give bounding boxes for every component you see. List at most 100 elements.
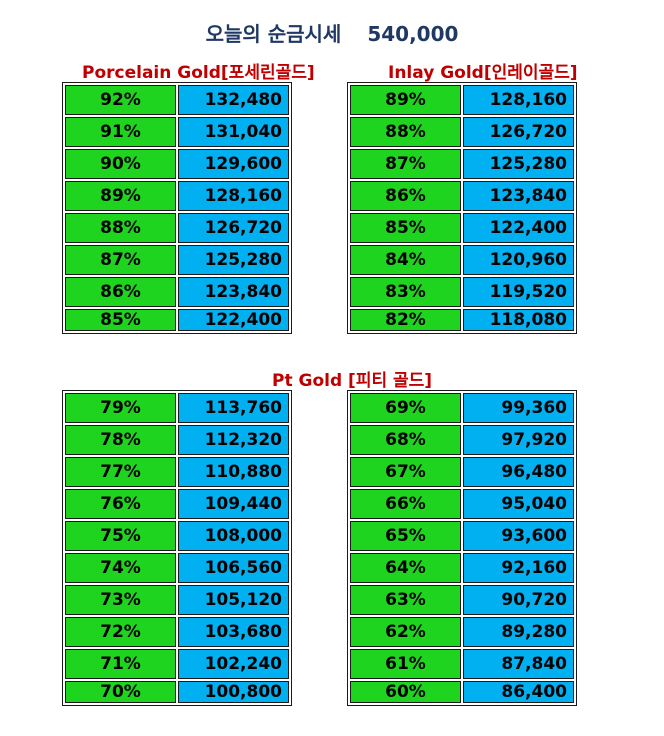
table-row: 84% 120,960 <box>350 245 574 275</box>
table-row: 87% 125,280 <box>65 245 289 275</box>
price-cell: 90,720 <box>463 585 574 615</box>
price-cell: 126,720 <box>178 213 289 243</box>
purity-cell: 89% <box>65 181 176 211</box>
purity-cell: 76% <box>65 489 176 519</box>
purity-cell: 65% <box>350 521 461 551</box>
price-cell: 106,560 <box>178 553 289 583</box>
table-row: 71% 102,240 <box>65 649 289 679</box>
price-cell: 129,600 <box>178 149 289 179</box>
table-row: 86% 123,840 <box>65 277 289 307</box>
price-cell: 86,400 <box>463 681 574 703</box>
gold-price: 540,000 <box>367 22 459 46</box>
purity-cell: 86% <box>65 277 176 307</box>
purity-cell: 75% <box>65 521 176 551</box>
purity-cell: 77% <box>65 457 176 487</box>
price-cell: 110,880 <box>178 457 289 487</box>
price-cell: 125,280 <box>463 149 574 179</box>
price-cell: 105,120 <box>178 585 289 615</box>
price-cell: 128,160 <box>463 85 574 115</box>
purity-cell: 66% <box>350 489 461 519</box>
purity-cell: 85% <box>65 309 176 331</box>
purity-cell: 62% <box>350 617 461 647</box>
price-cell: 118,080 <box>463 309 574 331</box>
page-title: 오늘의 순금시세 540,000 <box>0 18 664 47</box>
table-row: 89% 128,160 <box>65 181 289 211</box>
table-row: 68% 97,920 <box>350 425 574 455</box>
purity-cell: 83% <box>350 277 461 307</box>
purity-cell: 67% <box>350 457 461 487</box>
price-cell: 131,040 <box>178 117 289 147</box>
price-cell: 123,840 <box>463 181 574 211</box>
price-cell: 93,600 <box>463 521 574 551</box>
pt-gold-table-right: 69% 99,360 68% 97,920 67% 96,480 66% 95,040 65% 9… <box>347 390 577 706</box>
purity-cell: 60% <box>350 681 461 703</box>
table-row: 89% 128,160 <box>350 85 574 115</box>
purity-cell: 79% <box>65 393 176 423</box>
table-row: 65% 93,600 <box>350 521 574 551</box>
table-row: 76% 109,440 <box>65 489 289 519</box>
purity-cell: 88% <box>350 117 461 147</box>
purity-cell: 87% <box>65 245 176 275</box>
table-row: 69% 99,360 <box>350 393 574 423</box>
porcelain-gold-table: 92% 132,480 91% 131,040 90% 129,600 89% 128,160… <box>62 82 292 334</box>
table-row: 91% 131,040 <box>65 117 289 147</box>
table-row: 82% 118,080 <box>350 309 574 331</box>
pt-gold-title: Pt Gold [피티 골드] <box>272 371 433 391</box>
purity-cell: 64% <box>350 553 461 583</box>
purity-cell: 71% <box>65 649 176 679</box>
table-row: 60% 86,400 <box>350 681 574 703</box>
table-row: 73% 105,120 <box>65 585 289 615</box>
purity-cell: 84% <box>350 245 461 275</box>
pt-gold-table-left: 79% 113,760 78% 112,320 77% 110,880 76% 109,440… <box>62 390 292 706</box>
table-row: 66% 95,040 <box>350 489 574 519</box>
purity-cell: 86% <box>350 181 461 211</box>
price-cell: 125,280 <box>178 245 289 275</box>
inlay-gold-table: 89% 128,160 88% 126,720 87% 125,280 86% 123,840… <box>347 82 577 334</box>
page-title-text: 오늘의 순금시세 <box>205 22 342 46</box>
purity-cell: 87% <box>350 149 461 179</box>
table-row: 77% 110,880 <box>65 457 289 487</box>
price-cell: 112,320 <box>178 425 289 455</box>
price-cell: 103,680 <box>178 617 289 647</box>
inlay-gold-title: Inlay Gold[인레이골드] <box>388 63 578 83</box>
table-row: 88% 126,720 <box>65 213 289 243</box>
table-row: 74% 106,560 <box>65 553 289 583</box>
price-cell: 92,160 <box>463 553 574 583</box>
price-cell: 128,160 <box>178 181 289 211</box>
price-cell: 113,760 <box>178 393 289 423</box>
purity-cell: 85% <box>350 213 461 243</box>
purity-cell: 92% <box>65 85 176 115</box>
purity-cell: 78% <box>65 425 176 455</box>
price-cell: 87,840 <box>463 649 574 679</box>
porcelain-gold-title: Porcelain Gold[포세린골드] <box>82 63 315 83</box>
price-cell: 97,920 <box>463 425 574 455</box>
price-cell: 123,840 <box>178 277 289 307</box>
price-cell: 119,520 <box>463 277 574 307</box>
table-row: 79% 113,760 <box>65 393 289 423</box>
purity-cell: 61% <box>350 649 461 679</box>
purity-cell: 73% <box>65 585 176 615</box>
price-cell: 132,480 <box>178 85 289 115</box>
price-cell: 89,280 <box>463 617 574 647</box>
table-row: 64% 92,160 <box>350 553 574 583</box>
price-cell: 108,000 <box>178 521 289 551</box>
table-row: 75% 108,000 <box>65 521 289 551</box>
purity-cell: 74% <box>65 553 176 583</box>
price-cell: 122,400 <box>178 309 289 331</box>
purity-cell: 68% <box>350 425 461 455</box>
price-cell: 120,960 <box>463 245 574 275</box>
price-cell: 122,400 <box>463 213 574 243</box>
table-row: 61% 87,840 <box>350 649 574 679</box>
price-cell: 109,440 <box>178 489 289 519</box>
table-row: 62% 89,280 <box>350 617 574 647</box>
table-row: 85% 122,400 <box>350 213 574 243</box>
price-cell: 96,480 <box>463 457 574 487</box>
purity-cell: 72% <box>65 617 176 647</box>
price-cell: 100,800 <box>178 681 289 703</box>
table-row: 85% 122,400 <box>65 309 289 331</box>
table-row: 87% 125,280 <box>350 149 574 179</box>
table-row: 63% 90,720 <box>350 585 574 615</box>
purity-cell: 63% <box>350 585 461 615</box>
table-row: 86% 123,840 <box>350 181 574 211</box>
price-cell: 126,720 <box>463 117 574 147</box>
